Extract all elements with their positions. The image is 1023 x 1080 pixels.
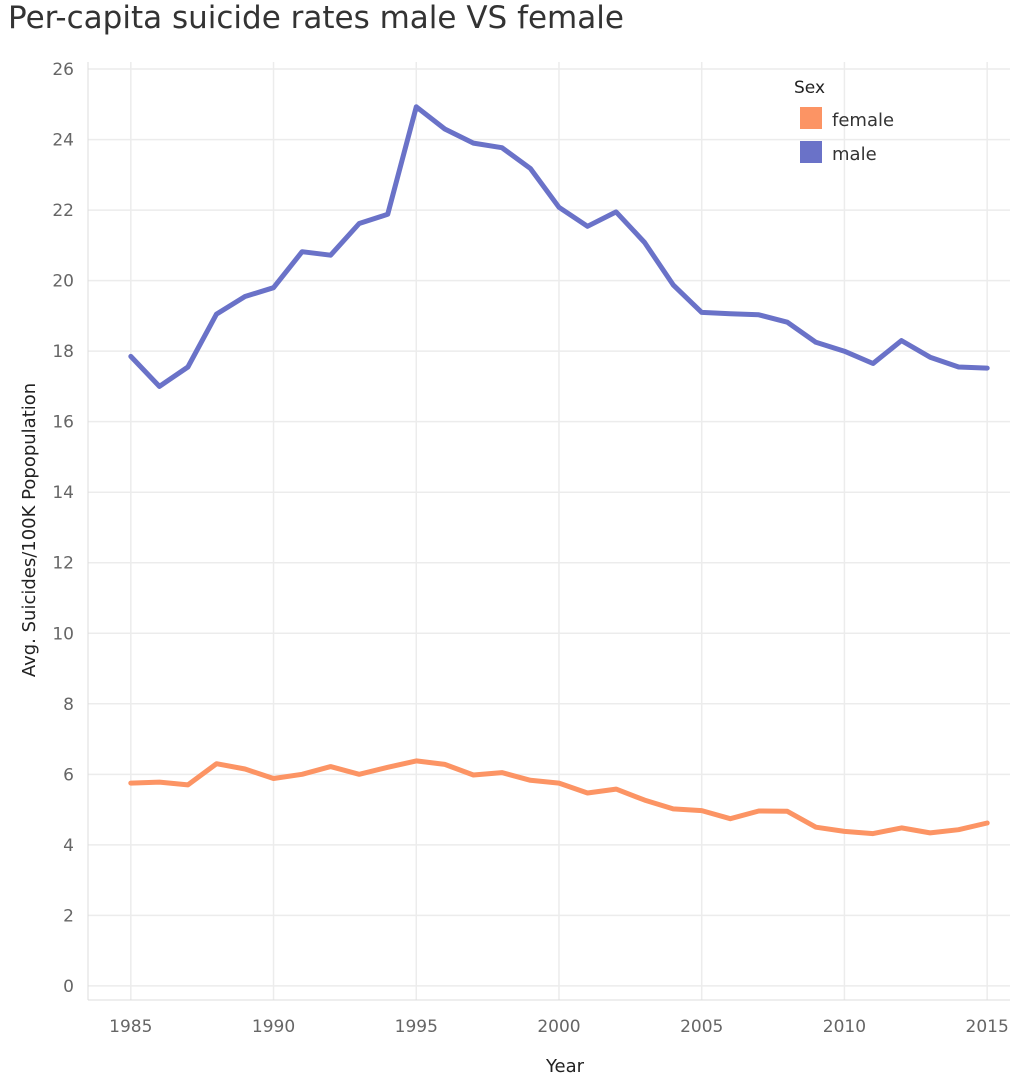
legend-title: Sex <box>794 78 825 98</box>
y-tick-label: 24 <box>52 131 74 151</box>
y-tick-label: 6 <box>63 765 74 785</box>
y-tick-label: 26 <box>52 60 74 80</box>
y-tick-label: 4 <box>63 836 74 856</box>
gridlines <box>88 62 1010 1000</box>
y-tick-label: 22 <box>52 201 74 221</box>
x-tick-label: 2000 <box>537 1017 580 1037</box>
y-tick-label: 8 <box>63 695 74 715</box>
x-tick-label: 2015 <box>966 1017 1009 1037</box>
x-tick-label: 1985 <box>109 1017 152 1037</box>
legend-label-male: male <box>832 144 877 165</box>
legend: Sex female male <box>794 78 894 165</box>
x-tick-label: 1995 <box>395 1017 438 1037</box>
x-tick-label: 2005 <box>680 1017 723 1037</box>
legend-swatch-female <box>800 107 822 129</box>
y-tick-label: 10 <box>52 624 74 644</box>
x-axis-title: Year <box>545 1056 585 1077</box>
y-tick-label: 0 <box>63 977 74 997</box>
x-tick-label: 1990 <box>252 1017 295 1037</box>
x-tick-label: 2010 <box>823 1017 866 1037</box>
y-axis-title: Avg. Suicides/100K Popopulation <box>19 383 40 677</box>
y-tick-label: 16 <box>52 413 74 433</box>
y-tick-label: 12 <box>52 554 74 574</box>
series-lines <box>128 104 990 837</box>
y-tick-label: 2 <box>63 906 74 926</box>
y-tick-label: 14 <box>52 483 74 503</box>
chart-title: Per-capita suicide rates male VS female <box>8 0 624 36</box>
series-line-female <box>128 758 990 837</box>
legend-label-female: female <box>832 110 894 131</box>
y-tick-label: 20 <box>52 272 74 292</box>
legend-swatch-male <box>800 141 822 163</box>
y-tick-label: 18 <box>52 342 74 362</box>
series-line-male <box>128 104 990 389</box>
